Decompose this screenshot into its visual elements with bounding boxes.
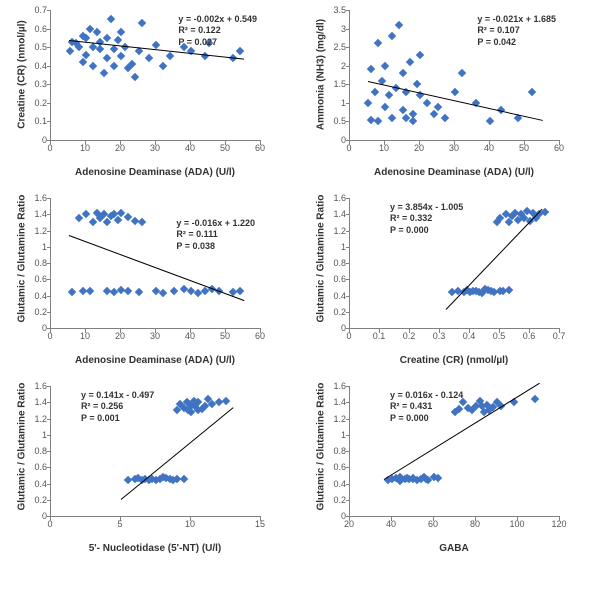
x-axis-label: GABA	[349, 543, 559, 554]
equation-box: y = 0.016x - 0.124R² = 0.431P = 0.000	[390, 390, 463, 424]
x-axis-label: Adenosine Deaminase (ADA) (U/l)	[50, 355, 260, 366]
equation-box: y = -0.021x + 1.685R² = 0.107P = 0.042	[477, 14, 556, 48]
data-point	[159, 61, 167, 69]
data-point	[374, 117, 382, 125]
data-point	[89, 218, 97, 226]
data-point	[222, 396, 230, 404]
data-point	[75, 214, 83, 222]
data-point	[75, 43, 83, 51]
data-point	[117, 52, 125, 60]
plot-area: 00.20.40.60.811.21.41.6y = -0.016x + 1.2…	[50, 198, 261, 329]
data-point	[166, 52, 174, 60]
data-point	[370, 87, 378, 95]
data-point	[131, 73, 139, 81]
data-point	[180, 474, 188, 482]
data-point	[416, 50, 424, 58]
x-axis-label: 5'- Nucleotidase (5'-NT) (U/l)	[50, 543, 260, 554]
x-axis-label: Adenosine Deaminase (ADA) (U/l)	[349, 167, 559, 178]
data-point	[531, 395, 539, 403]
chart-grid: Creatine (CR) (nmol/µl) 00.10.20.30.40.50…	[10, 10, 590, 554]
data-point	[434, 474, 442, 482]
plot-area: 00.511.522.533.5y = -0.021x + 1.685R² = …	[349, 10, 560, 141]
data-point	[388, 32, 396, 40]
data-point	[113, 35, 121, 43]
data-point	[85, 286, 93, 294]
data-point	[440, 113, 448, 121]
data-point	[374, 39, 382, 47]
data-point	[486, 117, 494, 125]
data-point	[138, 19, 146, 27]
chart-p1: Creatine (CR) (nmol/µl)00.10.20.30.40.50…	[10, 10, 291, 178]
data-point	[138, 218, 146, 226]
chart-p6: Glutamic / Glutamine Ratio00.20.40.60.81…	[309, 386, 590, 554]
data-point	[451, 87, 459, 95]
plot-area: 00.10.20.30.40.50.60.7y = -0.002x + 0.54…	[50, 10, 261, 141]
data-point	[66, 47, 74, 55]
chart-p4: Glutamic / Glutamine Ratio00.20.40.60.81…	[309, 198, 590, 366]
data-point	[159, 289, 167, 297]
equation-box: y = -0.002x + 0.549R² = 0.122P = 0.027	[178, 14, 257, 48]
data-point	[110, 61, 118, 69]
x-axis-label: Adenosine Deaminase (ADA) (U/l)	[50, 167, 260, 178]
data-point	[381, 102, 389, 110]
data-point	[367, 65, 375, 73]
plot-area: 00.20.40.60.811.21.41.6y = 0.141x - 0.49…	[50, 386, 261, 517]
data-point	[169, 286, 177, 294]
equation-box: y = -0.016x + 1.220R² = 0.111P = 0.038	[176, 218, 255, 252]
data-point	[528, 87, 536, 95]
data-point	[134, 288, 142, 296]
data-point	[398, 69, 406, 77]
data-point	[381, 61, 389, 69]
chart-p5: Glutamic / Glutamine Ratio00.20.40.60.81…	[10, 386, 291, 554]
chart-p2: Ammonia (NH3) (mg/dl)00.511.522.533.5y =…	[309, 10, 590, 178]
plot-area: 00.20.40.60.811.21.41.6y = 3.854x - 1.00…	[349, 198, 560, 329]
data-point	[388, 113, 396, 121]
data-point	[145, 54, 153, 62]
data-point	[103, 54, 111, 62]
data-point	[458, 69, 466, 77]
data-point	[423, 99, 431, 107]
x-axis-label: Creatine (CR) (nmol/µl)	[349, 355, 559, 366]
chart-p3: Glutamic / Glutamine Ratio00.20.40.60.81…	[10, 198, 291, 366]
data-point	[236, 47, 244, 55]
data-point	[99, 69, 107, 77]
data-point	[409, 117, 417, 125]
data-point	[384, 91, 392, 99]
data-point	[363, 99, 371, 107]
data-point	[505, 286, 513, 294]
data-point	[89, 61, 97, 69]
data-point	[68, 288, 76, 296]
data-point	[92, 28, 100, 36]
plot-area: 00.20.40.60.811.21.41.6y = 0.016x - 0.12…	[349, 386, 560, 517]
data-point	[395, 21, 403, 29]
data-point	[236, 286, 244, 294]
data-point	[405, 58, 413, 66]
equation-box: y = 3.854x - 1.005R² = 0.332P = 0.000	[390, 202, 463, 236]
data-point	[412, 80, 420, 88]
equation-box: y = 0.141x - 0.497R² = 0.256P = 0.001	[81, 390, 154, 424]
data-point	[106, 15, 114, 23]
data-point	[124, 286, 132, 294]
